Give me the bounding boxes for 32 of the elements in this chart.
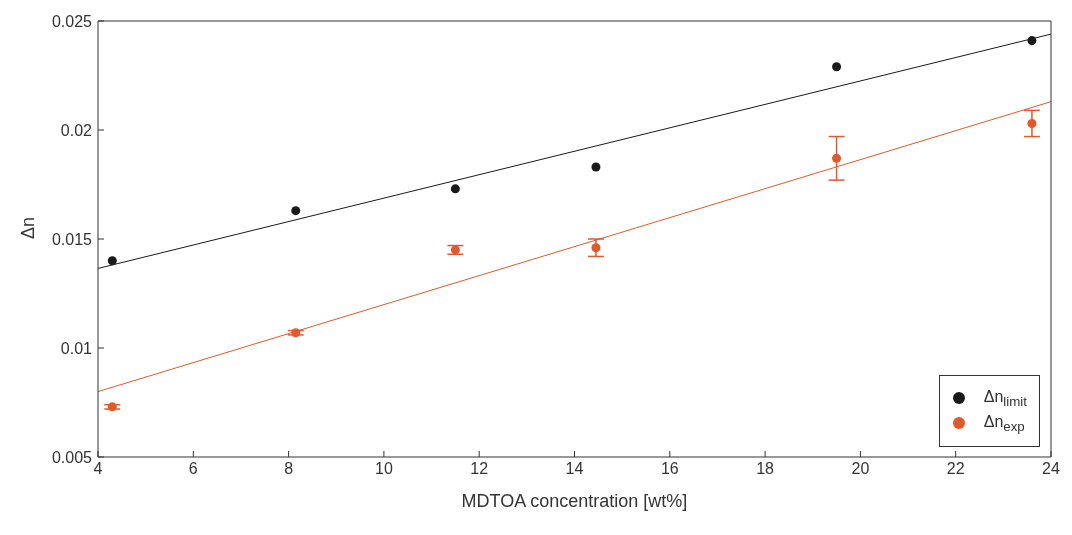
x-tick-label: 12 (470, 460, 489, 478)
x-tick-label: 8 (284, 460, 294, 478)
y-tick-label: 0.01 (60, 339, 93, 357)
x-axis-title: MDTOA concentration [wt%] (461, 491, 688, 511)
point (291, 206, 301, 216)
point (450, 245, 460, 255)
point (1027, 36, 1037, 46)
x-tick-label: 14 (565, 460, 584, 478)
point (107, 402, 117, 412)
point (1027, 118, 1037, 128)
y-axis-title: Δn (18, 216, 39, 239)
point (832, 62, 842, 72)
y-tick-label: 0.015 (51, 230, 93, 248)
y-tick-label: 0.02 (60, 121, 93, 139)
point (291, 328, 301, 338)
x-tick-label: 16 (660, 460, 679, 478)
legend-label: Δn$_{exp}$ (983, 412, 1025, 434)
y-tick-label: 0.005 (51, 448, 93, 466)
x-tick-label: 24 (1042, 460, 1060, 478)
x-tick-label: 18 (756, 460, 775, 478)
x-tick-label: 10 (375, 460, 393, 478)
y-tick-label: 0.025 (51, 12, 93, 30)
point (591, 243, 601, 253)
x-tick-label: 6 (188, 460, 198, 478)
legend-label: Δn$_{limit}$ (983, 387, 1027, 409)
x-tick-label: 4 (93, 460, 103, 478)
point (832, 153, 842, 163)
x-tick-label: 20 (851, 460, 870, 478)
point (107, 256, 117, 266)
x-tick-label: 22 (946, 460, 965, 478)
point (591, 162, 601, 172)
point (450, 184, 460, 194)
